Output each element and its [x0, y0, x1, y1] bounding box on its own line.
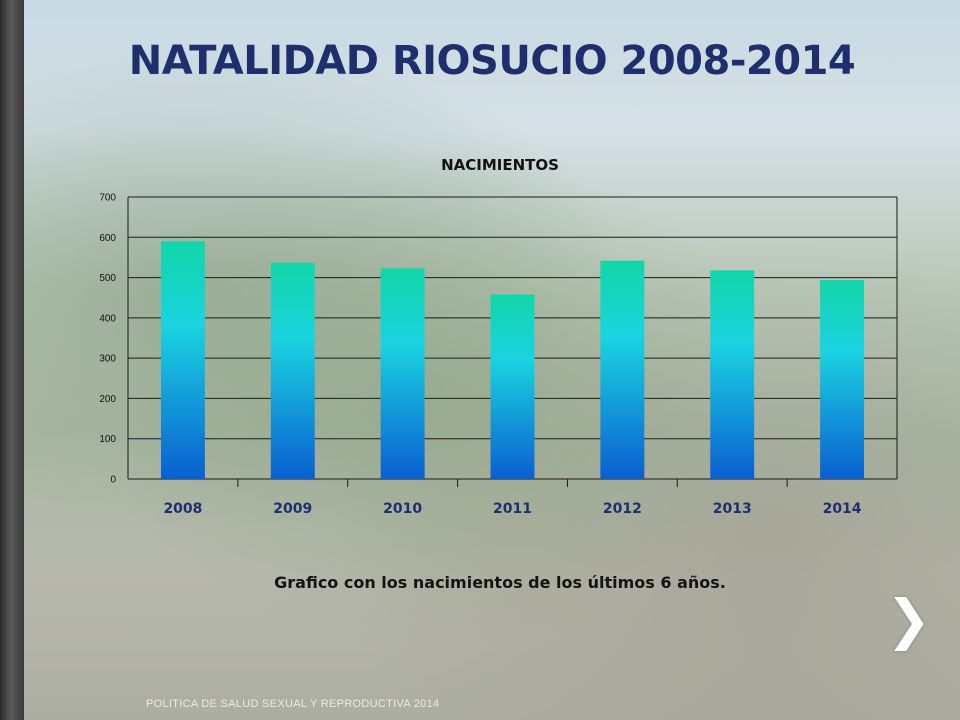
- x-tick-label: 2010: [383, 501, 422, 517]
- bar: [490, 294, 535, 479]
- bar: [380, 268, 425, 479]
- y-tick-label: 300: [99, 354, 116, 365]
- bar: [270, 262, 315, 479]
- x-tick-label: 2008: [163, 501, 202, 517]
- y-tick-label: 400: [99, 313, 116, 324]
- y-tick-label: 100: [99, 434, 116, 445]
- left-side-bar: [0, 0, 24, 720]
- bar: [160, 241, 205, 479]
- footer-text: POLITICA DE SALUD SEXUAL Y REPRODUCTIVA …: [146, 698, 440, 710]
- x-tick-label: 2013: [713, 501, 752, 517]
- x-tick-label: 2014: [823, 501, 862, 517]
- bar: [710, 270, 755, 479]
- y-tick-label: 0: [110, 475, 116, 486]
- x-tick-label: 2009: [273, 501, 312, 517]
- chart-caption: Grafico con los nacimientos de los últim…: [274, 573, 726, 592]
- slide-title: NATALIDAD RIOSUCIO 2008-2014: [128, 38, 856, 84]
- y-tick-label: 500: [99, 273, 116, 284]
- y-tick-label: 700: [99, 193, 116, 204]
- y-tick-label: 600: [99, 233, 116, 244]
- bar: [820, 279, 865, 479]
- chevron-right-icon[interactable]: ❯: [886, 588, 932, 651]
- x-tick-label: 2011: [493, 501, 532, 517]
- y-tick-label: 200: [99, 394, 116, 405]
- x-tick-label: 2012: [603, 501, 642, 517]
- bar: [600, 260, 645, 479]
- chart-title: NACIMIENTOS: [441, 156, 559, 174]
